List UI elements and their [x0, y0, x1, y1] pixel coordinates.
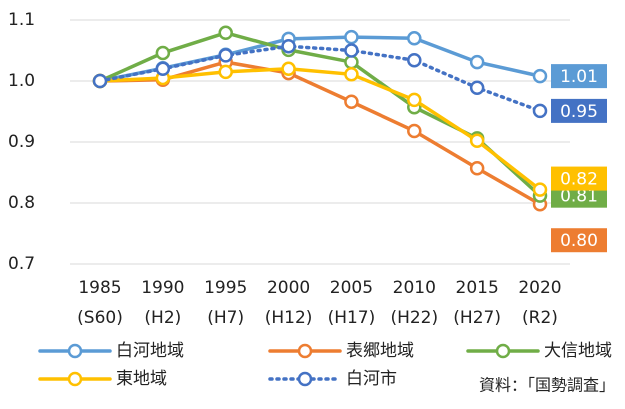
data-point: [344, 54, 359, 70]
data-point: [469, 160, 485, 176]
data-point: [344, 43, 359, 58]
data-point: [218, 64, 233, 80]
data-point: [155, 61, 171, 77]
data-point: [218, 25, 233, 41]
x-tick-label: 1985: [78, 278, 121, 298]
value-label-box: [551, 228, 607, 253]
legend-label: 表郷地域: [346, 341, 414, 361]
x-tick-label: 1990: [141, 278, 184, 298]
data-point: [469, 80, 485, 95]
y-tick-label: 0.7: [8, 254, 35, 274]
source-note: 資料：「国勢調査」: [479, 376, 615, 395]
x-tick-sublabel: (H2): [144, 308, 181, 328]
value-label: 0.80: [560, 231, 598, 251]
data-point: [469, 133, 485, 149]
x-tick-sublabel: (H22): [390, 308, 438, 328]
x-tick-label: 2005: [330, 278, 373, 298]
y-tick-label: 0.9: [8, 132, 35, 152]
x-tick-sublabel: (H7): [207, 308, 244, 328]
data-point: [218, 48, 233, 63]
data-point: [532, 68, 548, 84]
data-point: [344, 29, 359, 45]
data-point: [532, 103, 548, 119]
data-point: [407, 31, 422, 46]
legend-marker: [67, 371, 83, 387]
y-tick-label: 0.8: [8, 193, 35, 213]
x-tick-label: 2000: [267, 278, 310, 298]
legend-label: 東地域: [116, 369, 167, 389]
legend-marker: [67, 343, 83, 359]
x-tick-label: 2015: [456, 278, 499, 298]
data-point: [92, 73, 108, 89]
value-label: 0.95: [560, 102, 598, 122]
value-label: 0.82: [560, 170, 598, 190]
series-line: [98, 44, 542, 113]
x-tick-label: 2020: [518, 278, 561, 298]
x-tick-label: 2010: [393, 278, 436, 298]
legend-label: 大信地域: [544, 341, 612, 361]
data-point: [469, 54, 485, 70]
legend-marker: [297, 371, 313, 387]
x-tick-sublabel: (H12): [265, 308, 313, 328]
value-label-box: [551, 166, 607, 191]
x-tick-sublabel: (S60): [77, 308, 123, 328]
data-point: [407, 92, 422, 108]
data-point: [344, 94, 359, 109]
data-point: [281, 38, 296, 54]
value-label-box: [551, 64, 607, 89]
legend-marker: [297, 343, 313, 359]
data-point: [155, 45, 171, 61]
data-point: [532, 182, 548, 197]
value-label: 0.81: [560, 187, 598, 207]
x-tick-label: 1995: [204, 278, 247, 298]
data-point: [281, 61, 296, 77]
x-tick-sublabel: (R2): [522, 308, 558, 328]
x-tick-sublabel: (H27): [453, 308, 501, 328]
value-label: 1.01: [560, 67, 598, 87]
legend-label: 白河市: [346, 369, 397, 389]
series-line: [98, 35, 542, 83]
y-tick-label: 1.1: [8, 10, 35, 30]
data-point: [407, 123, 422, 139]
legend-label: 白河地域: [116, 341, 184, 361]
y-tick-label: 1.0: [8, 71, 35, 91]
data-point: [344, 67, 359, 82]
legend-marker: [495, 343, 511, 359]
series-line: [98, 67, 542, 192]
x-tick-sublabel: (H17): [328, 308, 376, 328]
value-label-box: [551, 98, 607, 123]
data-point: [407, 53, 422, 68]
